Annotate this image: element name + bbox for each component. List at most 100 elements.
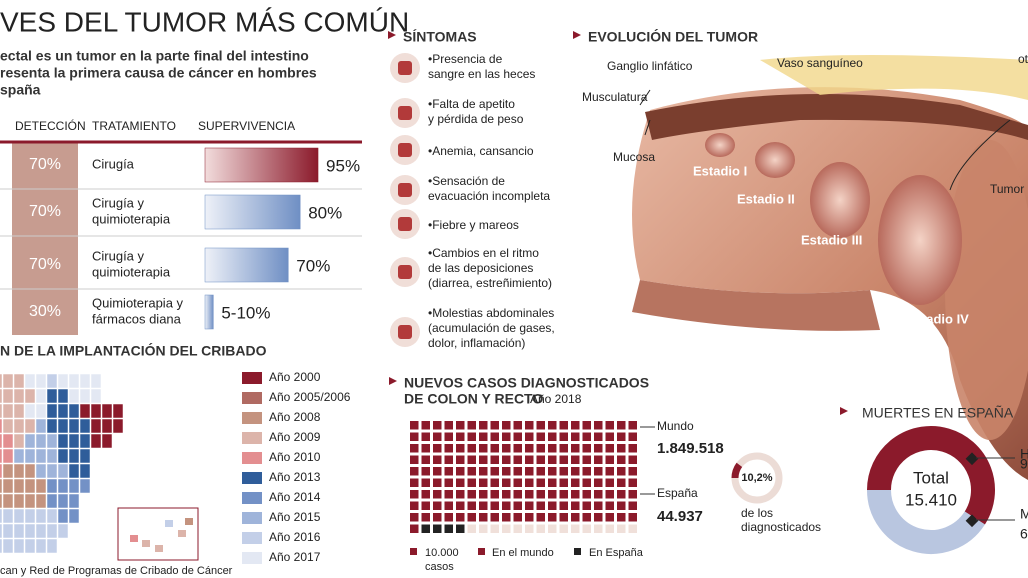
case-square bbox=[571, 478, 580, 487]
section-title: N DE LA IMPLANTACIÓN DEL CRIBADO bbox=[0, 342, 267, 359]
case-square bbox=[490, 432, 499, 441]
empty-square bbox=[525, 524, 534, 533]
case-square bbox=[513, 432, 522, 441]
treatment: quimioterapia bbox=[92, 264, 171, 279]
case-square bbox=[444, 513, 453, 522]
empty-square bbox=[605, 524, 614, 533]
legend-label: En España bbox=[589, 547, 644, 559]
map-cell bbox=[2, 508, 14, 524]
map-cell bbox=[13, 538, 25, 554]
symptom-text: •Fiebre y mareos bbox=[428, 218, 519, 232]
map-cell bbox=[13, 493, 25, 509]
year: Año 2018 bbox=[530, 392, 582, 406]
case-square bbox=[628, 455, 637, 464]
case-square bbox=[490, 467, 499, 476]
map-cell bbox=[165, 520, 173, 527]
symptom-text: •Falta de apetito bbox=[428, 97, 515, 111]
map-cell bbox=[2, 433, 14, 449]
total-label: Total bbox=[913, 468, 949, 487]
anatomy-label: Mucosa bbox=[613, 150, 655, 164]
empty-square bbox=[617, 524, 626, 533]
case-square bbox=[594, 455, 603, 464]
legend-swatch bbox=[242, 472, 262, 484]
case-square bbox=[525, 501, 534, 510]
case-square bbox=[605, 432, 614, 441]
case-square bbox=[479, 444, 488, 453]
case-square bbox=[582, 467, 591, 476]
survival-label: 80% bbox=[308, 203, 342, 222]
case-square bbox=[456, 467, 465, 476]
case-square bbox=[467, 421, 476, 430]
map-cell bbox=[0, 523, 3, 539]
case-square bbox=[525, 490, 534, 499]
map-cell bbox=[46, 418, 58, 434]
case-square bbox=[421, 478, 430, 487]
map-cell bbox=[35, 538, 47, 554]
map-cell bbox=[46, 538, 58, 554]
case-square bbox=[444, 490, 453, 499]
symptom-text: •Presencia de bbox=[428, 52, 503, 66]
stage-label: Estadio I bbox=[693, 163, 747, 178]
map-cell bbox=[2, 388, 14, 404]
case-square bbox=[571, 513, 580, 522]
case-square bbox=[410, 478, 419, 487]
legend-label: Año 2009 bbox=[269, 430, 321, 444]
case-square bbox=[571, 455, 580, 464]
case-square bbox=[490, 421, 499, 430]
case-square bbox=[617, 467, 626, 476]
case-square bbox=[421, 455, 430, 464]
case-square bbox=[559, 455, 568, 464]
case-square bbox=[571, 490, 580, 499]
map-cell bbox=[46, 448, 58, 464]
case-square bbox=[421, 467, 430, 476]
map-cell bbox=[13, 373, 25, 389]
column-header: DETECCIÓN bbox=[15, 118, 86, 133]
marker bbox=[573, 31, 581, 39]
case-square bbox=[628, 444, 637, 453]
case-square bbox=[433, 455, 442, 464]
map-cell bbox=[35, 433, 47, 449]
case-square bbox=[467, 455, 476, 464]
map-cell bbox=[57, 373, 69, 389]
map-cell bbox=[57, 478, 69, 494]
map-cell bbox=[0, 433, 3, 449]
map-cell bbox=[0, 538, 3, 554]
treatment: Cirugía y bbox=[92, 195, 145, 210]
legend-swatch bbox=[242, 512, 262, 524]
case-square bbox=[605, 444, 614, 453]
map-cell bbox=[24, 388, 36, 404]
symptom-icon bbox=[398, 265, 412, 279]
detection: 70% bbox=[29, 203, 61, 220]
map-cell bbox=[57, 523, 69, 539]
marker bbox=[389, 377, 397, 385]
death-label: M bbox=[1020, 506, 1028, 522]
anatomy-label: Tumor bbox=[990, 182, 1024, 196]
case-square bbox=[421, 513, 430, 522]
map-cell bbox=[68, 493, 80, 509]
case-square bbox=[525, 444, 534, 453]
case-square bbox=[410, 444, 419, 453]
map-cell bbox=[101, 433, 113, 449]
map-cell bbox=[90, 418, 102, 434]
map-cell bbox=[68, 448, 80, 464]
case-square bbox=[628, 467, 637, 476]
case-square bbox=[536, 432, 545, 441]
case-square bbox=[628, 513, 637, 522]
case-square bbox=[628, 432, 637, 441]
map-cell bbox=[24, 538, 36, 554]
map-cell bbox=[35, 403, 47, 419]
case-square bbox=[617, 478, 626, 487]
map-cell bbox=[57, 463, 69, 479]
case-square bbox=[536, 513, 545, 522]
map-cell bbox=[79, 418, 91, 434]
symptom-text: evacuación incompleta bbox=[428, 189, 550, 203]
share-label: 10,2% bbox=[741, 472, 772, 484]
symptom-icon bbox=[398, 217, 412, 231]
map-cell bbox=[24, 448, 36, 464]
death-label: 6 bbox=[1020, 526, 1028, 542]
map-cell bbox=[13, 523, 25, 539]
survival-bar bbox=[204, 147, 319, 183]
case-square bbox=[513, 444, 522, 453]
section-title: DE COLON Y RECTO bbox=[404, 391, 543, 407]
case-square bbox=[525, 478, 534, 487]
